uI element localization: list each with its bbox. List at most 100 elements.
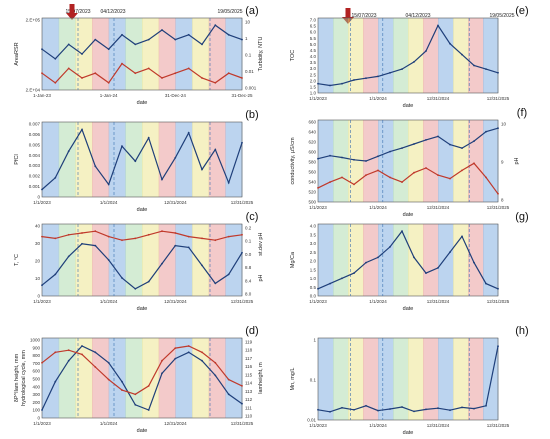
data-point xyxy=(425,50,427,52)
y-axis-title: Mg/Ca xyxy=(290,251,296,268)
data-point xyxy=(67,150,70,153)
data-point xyxy=(461,53,463,56)
y-tick-label: 580 xyxy=(308,160,316,165)
y-tick-label: 900 xyxy=(32,345,40,350)
season-band xyxy=(348,18,364,93)
top-date-right: 19/05/2025 xyxy=(489,13,514,19)
data-point xyxy=(147,67,150,70)
data-point xyxy=(413,171,415,174)
data-point xyxy=(497,71,499,74)
data-point xyxy=(94,244,97,247)
data-point xyxy=(241,385,243,387)
data-point xyxy=(81,353,83,356)
data-point xyxy=(413,61,415,63)
data-point xyxy=(449,143,451,146)
y-tick-label: 0.007 xyxy=(29,122,41,127)
y-tick-label: 2.E+05 xyxy=(26,18,41,23)
data-point xyxy=(161,262,163,265)
y-right-axis-title-top: st.dev pH xyxy=(258,233,264,256)
y-axis-title: T, °C xyxy=(14,254,20,266)
x-tick-label: 1-Jan-23 xyxy=(33,93,51,98)
top-date-left: 04/12/2023 xyxy=(100,9,125,15)
data-point xyxy=(461,235,463,238)
data-point xyxy=(201,168,203,171)
season-band xyxy=(192,338,210,418)
y-right-tick-label: 0.0 xyxy=(245,252,252,257)
season-band xyxy=(225,224,243,296)
data-point xyxy=(461,169,463,172)
chart-panel-f: 660 640 620 600 580 560 540 520 500 10 9 8 1/1/2023 1… xyxy=(290,107,527,218)
plot-frame xyxy=(317,223,499,297)
panel-label: (a) xyxy=(245,5,258,17)
season-band xyxy=(125,338,143,418)
data-point xyxy=(121,239,123,242)
data-point xyxy=(389,246,391,248)
data-point xyxy=(437,174,439,177)
data-point xyxy=(201,43,203,46)
season-band xyxy=(92,122,110,197)
data-point xyxy=(353,79,355,81)
data-point xyxy=(497,287,499,290)
data-point xyxy=(353,272,355,274)
chart-panel-e: 7.06.56.05.55.04.54.03.53.02.52.01.51.01… xyxy=(290,5,529,109)
data-point xyxy=(449,42,451,45)
data-point xyxy=(81,232,83,234)
series-line xyxy=(41,62,243,84)
y-right-axis-title: lamheight, m xyxy=(258,362,264,394)
season-band xyxy=(363,338,379,420)
y-tick-label: 3.0 xyxy=(310,66,317,71)
season-band xyxy=(58,122,76,197)
x-tick-label: 1/1/2024 xyxy=(100,421,118,426)
data-point xyxy=(329,154,331,157)
x-tick-label: 1/1/2023 xyxy=(309,423,327,428)
data-point xyxy=(121,33,123,36)
season-band xyxy=(423,224,439,296)
data-point xyxy=(187,235,190,238)
y-right-tick-label: 110 xyxy=(245,414,253,419)
season-band xyxy=(423,338,439,420)
y-tick-label: 0.01 xyxy=(307,418,316,423)
season-band xyxy=(318,18,334,93)
season-band xyxy=(453,224,469,296)
season-band xyxy=(333,120,349,202)
data-point xyxy=(187,131,190,134)
season-band xyxy=(58,18,76,90)
data-point xyxy=(227,393,230,396)
data-point xyxy=(161,178,163,181)
data-point xyxy=(497,192,499,195)
x-tick-label: 12/31/2024 xyxy=(164,421,187,426)
series-line xyxy=(41,345,243,395)
y-tick-label: 0.5 xyxy=(310,285,317,290)
data-point xyxy=(121,277,123,279)
data-point xyxy=(54,380,57,383)
season-band xyxy=(158,338,176,418)
x-tick-label: 12/31/2025 xyxy=(487,96,510,101)
x-tick-label: 1/1/2023 xyxy=(309,299,327,304)
y-tick-label: 30 xyxy=(35,241,41,246)
data-point xyxy=(317,157,319,160)
data-point xyxy=(214,361,217,364)
y-tick-label: 2.5 xyxy=(310,72,317,77)
y-tick-label: 6.0 xyxy=(310,30,317,35)
season-band xyxy=(175,338,193,418)
data-point xyxy=(214,81,217,84)
x-tick-label: 1/1/2023 xyxy=(309,205,327,210)
y-tick-label: 520 xyxy=(308,190,316,195)
y-tick-label: 0 xyxy=(37,416,40,421)
data-point xyxy=(147,233,150,236)
x-tick-label: 12/31/2025 xyxy=(487,205,510,210)
data-point xyxy=(214,374,217,377)
season-band xyxy=(75,122,93,197)
data-point xyxy=(174,38,177,41)
y-right-tick-label: 0.2 xyxy=(245,226,252,231)
y-tick-label: 300 xyxy=(32,392,40,397)
data-point xyxy=(107,48,110,51)
y-tick-label: 1 xyxy=(313,338,316,343)
data-point xyxy=(214,282,217,285)
y-right-tick-label: 8.4 xyxy=(245,278,252,283)
data-point xyxy=(329,181,331,184)
y-right-tick-label: 112 xyxy=(245,397,253,402)
data-point xyxy=(401,181,403,184)
data-point xyxy=(41,48,43,51)
